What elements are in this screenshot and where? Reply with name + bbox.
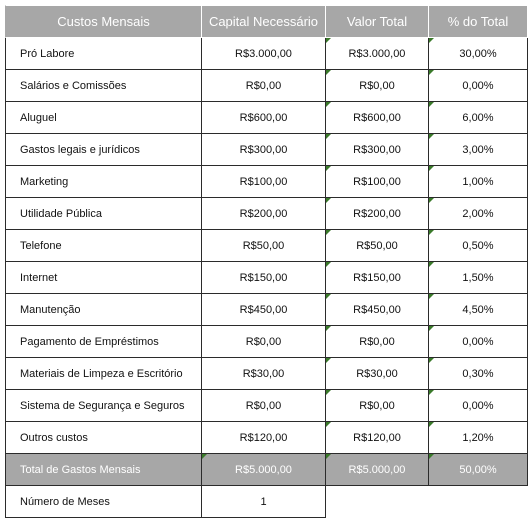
row-label-cell[interactable]: Pró Labore: [5, 38, 202, 70]
row-label-cell[interactable]: Gastos legais e jurídicos: [5, 134, 202, 166]
percent-cell[interactable]: 0,00%: [429, 390, 528, 422]
table-body: Pró Labore R$3.000,00 R$3.000,00 30,00% Salá…: [5, 38, 528, 454]
capital-cell[interactable]: R$200,00: [202, 198, 326, 230]
valor-total-cell[interactable]: R$200,00: [326, 198, 429, 230]
header-row: Custos Mensais Capital Necessário Valor …: [5, 5, 528, 38]
empty-cell: [326, 486, 429, 518]
total-row: Total de Gastos Mensais R$5.000,00 R$5.0…: [5, 454, 528, 486]
row-label-cell[interactable]: Internet: [5, 262, 202, 294]
spreadsheet-table: Custos Mensais Capital Necessário Valor …: [5, 5, 528, 518]
capital-cell[interactable]: R$100,00: [202, 166, 326, 198]
valor-total-cell[interactable]: R$3.000,00: [326, 38, 429, 70]
header-custos-mensais[interactable]: Custos Mensais: [5, 5, 202, 38]
months-value-cell[interactable]: 1: [202, 486, 326, 518]
total-percent-cell[interactable]: 50,00%: [429, 454, 528, 486]
total-valor-cell[interactable]: R$5.000,00: [326, 454, 429, 486]
valor-total-cell[interactable]: R$0,00: [326, 70, 429, 102]
table-row: Materiais de Limpeza e Escritório R$30,00…: [5, 358, 528, 390]
total-label-cell[interactable]: Total de Gastos Mensais: [5, 454, 202, 486]
percent-cell[interactable]: 1,50%: [429, 262, 528, 294]
percent-cell[interactable]: 0,00%: [429, 326, 528, 358]
capital-cell[interactable]: R$600,00: [202, 102, 326, 134]
row-label-cell[interactable]: Salários e Comissões: [5, 70, 202, 102]
row-label-cell[interactable]: Sistema de Segurança e Seguros: [5, 390, 202, 422]
percent-cell[interactable]: 0,30%: [429, 358, 528, 390]
row-label-cell[interactable]: Pagamento de Empréstimos: [5, 326, 202, 358]
valor-total-cell[interactable]: R$50,00: [326, 230, 429, 262]
header-percent-total[interactable]: % do Total: [429, 5, 528, 38]
table-row: Outros custos R$120,00 R$120,00 1,20%: [5, 422, 528, 454]
capital-cell[interactable]: R$30,00: [202, 358, 326, 390]
capital-cell[interactable]: R$120,00: [202, 422, 326, 454]
table-row: Aluguel R$600,00 R$600,00 6,00%: [5, 102, 528, 134]
months-row: Número de Meses 1: [5, 486, 528, 518]
total-capital-cell[interactable]: R$5.000,00: [202, 454, 326, 486]
valor-total-cell[interactable]: R$600,00: [326, 102, 429, 134]
row-label-cell[interactable]: Aluguel: [5, 102, 202, 134]
valor-total-cell[interactable]: R$0,00: [326, 326, 429, 358]
percent-cell[interactable]: 3,00%: [429, 134, 528, 166]
table-row: Manutenção R$450,00 R$450,00 4,50%: [5, 294, 528, 326]
row-label-cell[interactable]: Telefone: [5, 230, 202, 262]
percent-cell[interactable]: 30,00%: [429, 38, 528, 70]
capital-cell[interactable]: R$3.000,00: [202, 38, 326, 70]
percent-cell[interactable]: 4,50%: [429, 294, 528, 326]
table-row: Sistema de Segurança e Seguros R$0,00 R$0,…: [5, 390, 528, 422]
table-row: Marketing R$100,00 R$100,00 1,00%: [5, 166, 528, 198]
valor-total-cell[interactable]: R$120,00: [326, 422, 429, 454]
capital-cell[interactable]: R$0,00: [202, 70, 326, 102]
valor-total-cell[interactable]: R$300,00: [326, 134, 429, 166]
percent-cell[interactable]: 0,50%: [429, 230, 528, 262]
row-label-cell[interactable]: Materiais de Limpeza e Escritório: [5, 358, 202, 390]
capital-cell[interactable]: R$0,00: [202, 390, 326, 422]
percent-cell[interactable]: 2,00%: [429, 198, 528, 230]
capital-cell[interactable]: R$150,00: [202, 262, 326, 294]
capital-cell[interactable]: R$300,00: [202, 134, 326, 166]
capital-cell[interactable]: R$0,00: [202, 326, 326, 358]
valor-total-cell[interactable]: R$150,00: [326, 262, 429, 294]
percent-cell[interactable]: 1,20%: [429, 422, 528, 454]
capital-cell[interactable]: R$450,00: [202, 294, 326, 326]
table-row: Utilidade Pública R$200,00 R$200,00 2,00%: [5, 198, 528, 230]
row-label-cell[interactable]: Utilidade Pública: [5, 198, 202, 230]
table-row: Internet R$150,00 R$150,00 1,50%: [5, 262, 528, 294]
table-row: Pró Labore R$3.000,00 R$3.000,00 30,00%: [5, 38, 528, 70]
capital-cell[interactable]: R$50,00: [202, 230, 326, 262]
table-row: Pagamento de Empréstimos R$0,00 R$0,00 0,00…: [5, 326, 528, 358]
header-capital-necessario[interactable]: Capital Necessário: [202, 5, 326, 38]
row-label-cell[interactable]: Marketing: [5, 166, 202, 198]
table-row: Telefone R$50,00 R$50,00 0,50%: [5, 230, 528, 262]
valor-total-cell[interactable]: R$450,00: [326, 294, 429, 326]
row-label-cell[interactable]: Manutenção: [5, 294, 202, 326]
empty-cell: [429, 486, 528, 518]
valor-total-cell[interactable]: R$30,00: [326, 358, 429, 390]
header-valor-total[interactable]: Valor Total: [326, 5, 429, 38]
valor-total-cell[interactable]: R$100,00: [326, 166, 429, 198]
percent-cell[interactable]: 0,00%: [429, 70, 528, 102]
months-label-cell[interactable]: Número de Meses: [5, 486, 202, 518]
valor-total-cell[interactable]: R$0,00: [326, 390, 429, 422]
percent-cell[interactable]: 1,00%: [429, 166, 528, 198]
percent-cell[interactable]: 6,00%: [429, 102, 528, 134]
table-row: Salários e Comissões R$0,00 R$0,00 0,00%: [5, 70, 528, 102]
table-row: Gastos legais e jurídicos R$300,00 R$300,0…: [5, 134, 528, 166]
row-label-cell[interactable]: Outros custos: [5, 422, 202, 454]
